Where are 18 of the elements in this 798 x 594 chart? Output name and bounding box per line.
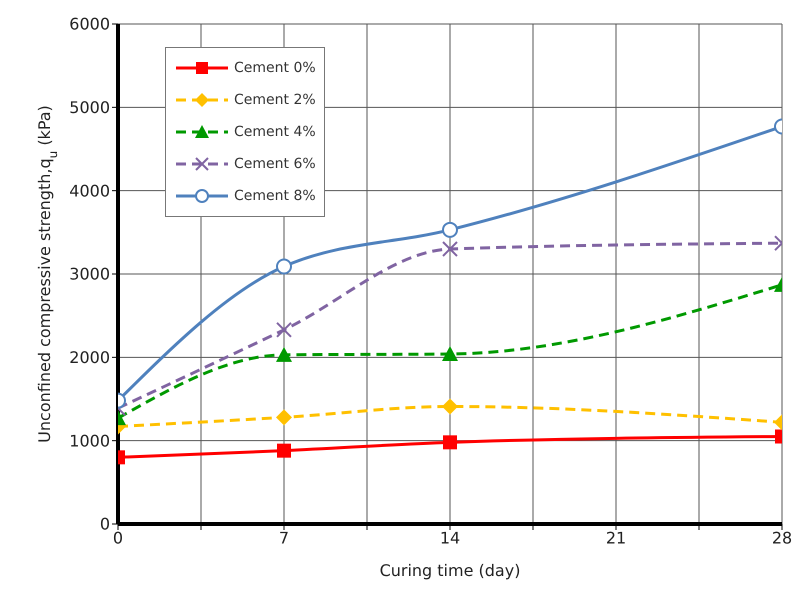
y-tick-label: 0	[100, 514, 110, 534]
x-tick-label: 21	[606, 528, 626, 548]
y-tick-label: 2000	[69, 348, 110, 368]
y-tick-label: 1000	[69, 431, 110, 450]
y-tick-label: 4000	[69, 181, 110, 200]
legend-label: Cement 6%	[234, 156, 316, 172]
y-tick-label: 3000	[69, 264, 110, 284]
legend-label: Cement 4%	[234, 124, 316, 140]
x-tick-label: 7	[278, 528, 290, 548]
x-tick-label: 28	[772, 528, 792, 548]
y-tick-label: 6000	[69, 14, 110, 34]
legend-label: Cement 8%	[234, 188, 316, 204]
legend-label: Cement 0%	[234, 60, 316, 76]
y-tick-label: 5000	[69, 98, 110, 118]
legend-label: Cement 2%	[234, 92, 316, 108]
x-axis-title: Curing time (day)	[380, 561, 520, 580]
x-tick-label: 14	[440, 528, 460, 548]
x-tick-label: 0	[112, 528, 124, 548]
